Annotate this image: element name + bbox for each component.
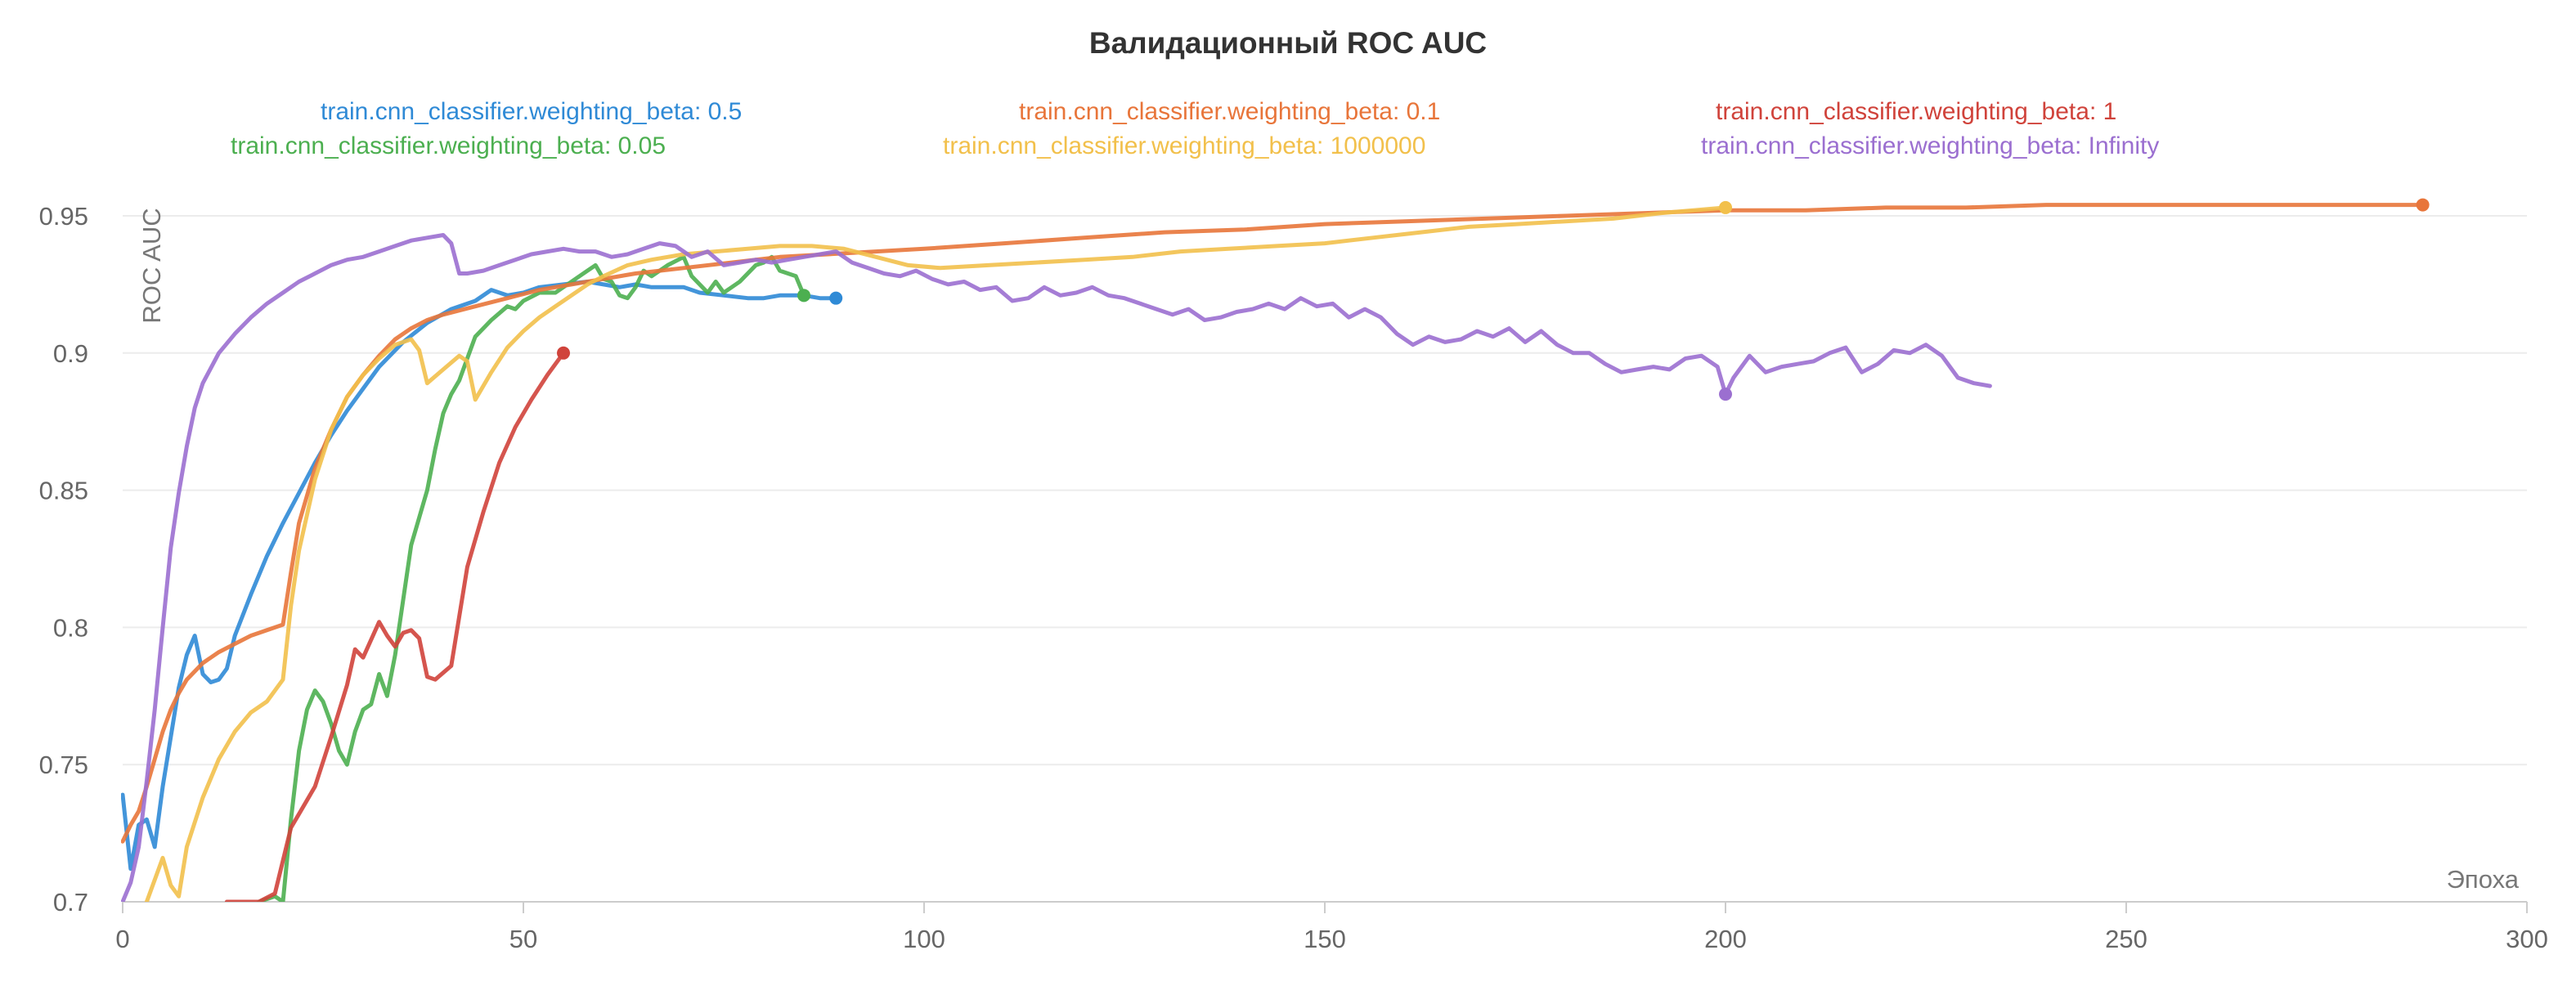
y-tick-label: 0.85 [39, 477, 88, 505]
series-line-4 [224, 351, 566, 902]
x-tick-label: 100 [903, 925, 945, 953]
x-axis-label: Эпоха [2447, 865, 2520, 894]
y-tick-label: 0.75 [39, 751, 88, 779]
y-tick-label: 0.8 [53, 613, 88, 642]
y-tick-label: 0.7 [53, 888, 88, 917]
y-tick-label: 0.95 [39, 202, 88, 231]
series-end-marker-4 [557, 346, 570, 360]
legend-item-3[interactable]: train.cnn_classifier.weighting_beta: 100… [943, 132, 1426, 159]
x-tick-label: 250 [2105, 925, 2147, 953]
legend-item-5[interactable]: train.cnn_classifier.weighting_beta: Inf… [1701, 132, 2160, 159]
legend-item-1[interactable]: train.cnn_classifier.weighting_beta: 0.0… [231, 132, 666, 159]
series-end-marker-0 [829, 291, 843, 305]
legend-item-2[interactable]: train.cnn_classifier.weighting_beta: 0.1 [1019, 98, 1441, 125]
x-tick-label: 300 [2506, 925, 2548, 953]
series-line-2 [121, 203, 2426, 844]
series-end-marker-5 [1719, 388, 1732, 401]
series-line-0 [121, 280, 838, 872]
y-tick-label: 0.9 [53, 339, 88, 368]
x-tick-label: 150 [1304, 925, 1346, 953]
series-end-marker-1 [797, 289, 810, 303]
legend-item-4[interactable]: train.cnn_classifier.weighting_beta: 1 [1716, 98, 2117, 125]
chart-title: Валидационный ROC AUC [1088, 26, 1488, 60]
legend-item-0[interactable]: train.cnn_classifier.weighting_beta: 0.5 [321, 98, 743, 125]
series-end-marker-2 [2416, 198, 2430, 212]
x-tick-label: 200 [1704, 925, 1747, 953]
x-tick-label: 0 [115, 925, 129, 953]
series-line-3 [144, 205, 1728, 902]
series-line-1 [257, 254, 806, 902]
series-end-marker-3 [1719, 200, 1732, 214]
y-axis-label: ROC AUC [137, 208, 166, 323]
series-line-5 [121, 233, 1992, 902]
x-tick-label: 50 [509, 925, 537, 953]
